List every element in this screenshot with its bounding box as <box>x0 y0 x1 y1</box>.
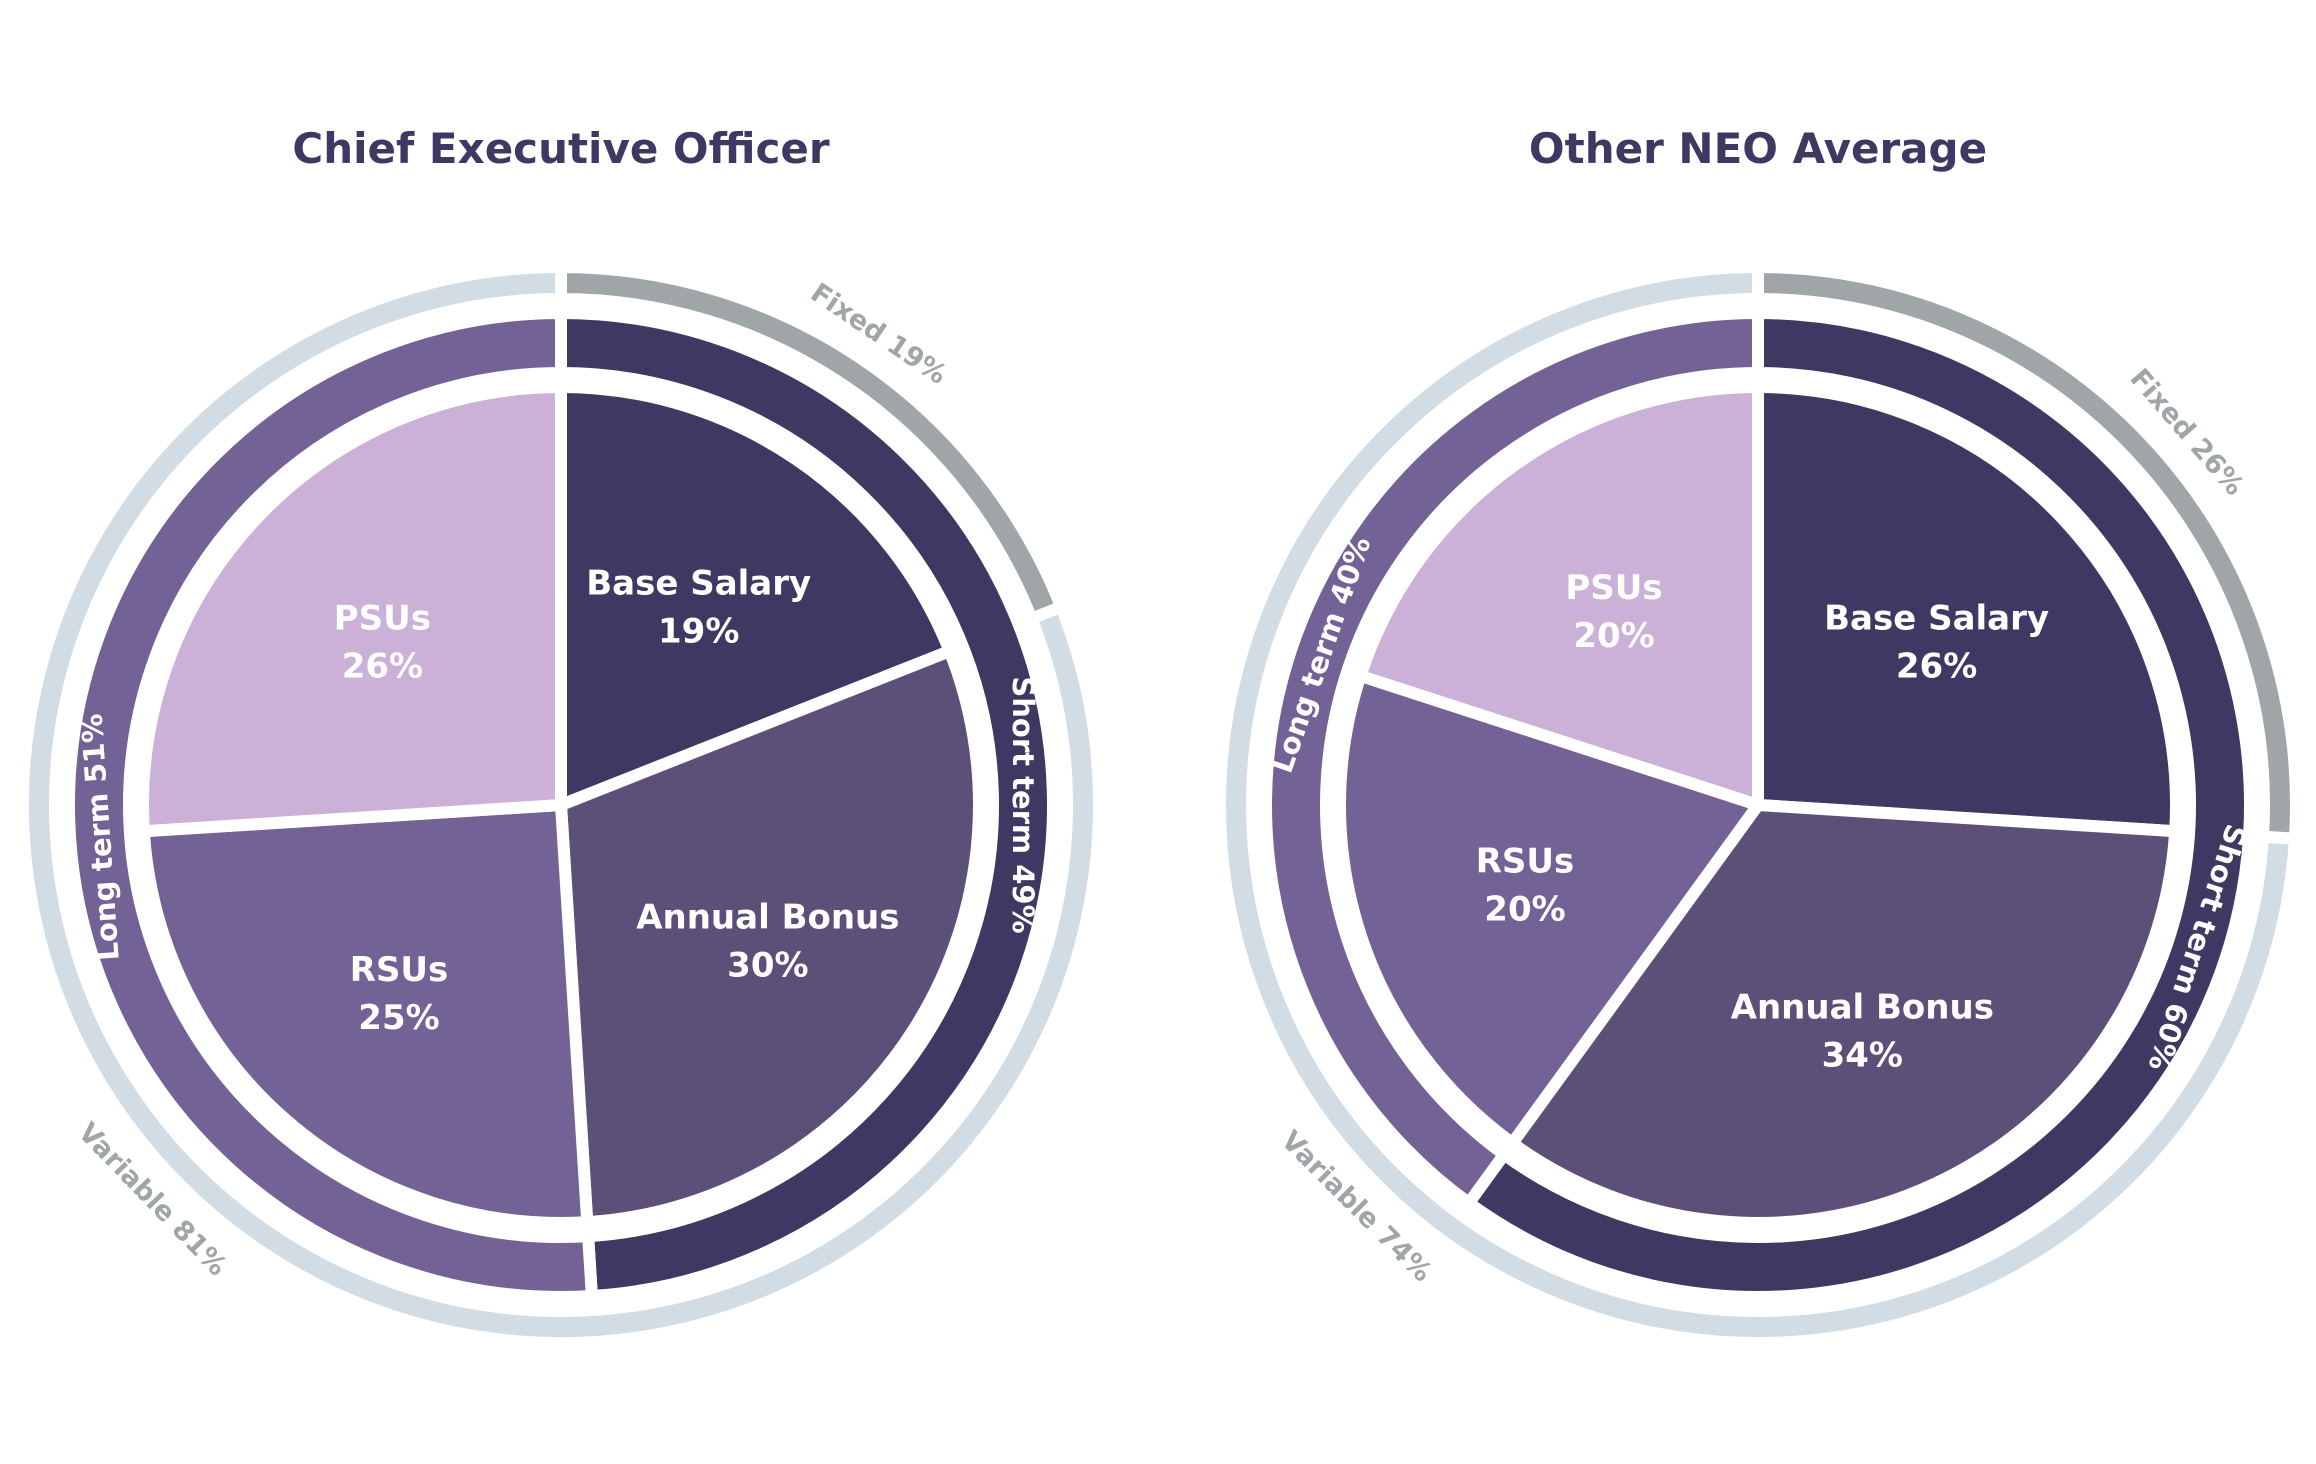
slice-value-label: 26% <box>342 646 423 686</box>
slice-value-label: 20% <box>1573 616 1654 656</box>
pie-ceo: Fixed 19%Variable 81%Short term 49%Long … <box>17 260 1105 1349</box>
slice-value-label: 34% <box>1822 1036 1903 1076</box>
outer-ring-variable <box>1214 260 2302 1349</box>
slice-label: Annual Bonus <box>1731 988 1994 1028</box>
pie-slice-rsus <box>137 799 594 1229</box>
pie-neo: Fixed 26%Variable 74%Short term 60%Long … <box>1214 260 2302 1349</box>
middle-ring-short-term <box>1460 306 2256 1303</box>
slice-value-label: 30% <box>727 945 808 985</box>
pie-slice-base-salary <box>1752 381 2182 838</box>
slice-label: Base Salary <box>586 563 811 603</box>
pie-slice-rsus <box>1334 669 1764 1150</box>
pie-slice-annual-bonus <box>555 645 985 1229</box>
slice-label: RSUs <box>350 950 449 990</box>
outer-ring-variable <box>17 260 1105 1349</box>
chart-title-neo: Other NEO Average <box>1529 124 1987 173</box>
slice-value-label: 26% <box>1896 646 1977 686</box>
slice-value-label: 25% <box>358 998 439 1038</box>
slice-label: RSUs <box>1476 842 1575 882</box>
slice-label: PSUs <box>1565 568 1662 608</box>
slice-value-label: 20% <box>1484 890 1565 930</box>
middle-ring-short-term <box>555 306 1060 1303</box>
slice-label: Base Salary <box>1824 598 2049 638</box>
pie-slice-base-salary <box>555 381 956 811</box>
slice-value-label: 19% <box>658 611 739 651</box>
middle-ring-label: Short term 49% <box>1006 676 1040 933</box>
middle-ring-long-term <box>1260 306 1764 1212</box>
chart-title-ceo: Chief Executive Officer <box>292 124 829 173</box>
pie-slice-psus <box>137 381 567 838</box>
slice-label: PSUs <box>334 598 431 638</box>
pie-slice-psus <box>1354 381 1764 811</box>
pie-slice-annual-bonus <box>1506 799 2182 1229</box>
slice-label: Annual Bonus <box>636 897 899 937</box>
middle-ring-long-term <box>63 306 599 1303</box>
